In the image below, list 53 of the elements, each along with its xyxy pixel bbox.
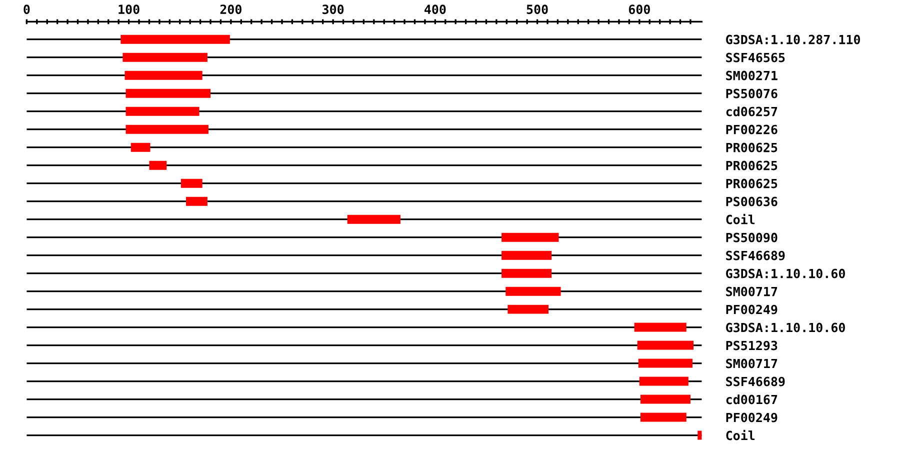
- x-tick-label: 400: [424, 4, 446, 14]
- bar: [122, 52, 208, 62]
- y-tick-label: PR00625: [726, 178, 778, 188]
- y-tick-label: Coil: [726, 214, 755, 224]
- bar: [637, 340, 694, 350]
- y-tick-label: PR00625: [726, 160, 778, 170]
- x-tick-label: 200: [220, 4, 242, 14]
- y-tick-label: PF00226: [726, 124, 778, 134]
- y-tick-label: SM00717: [726, 286, 778, 296]
- y-tick-label: PF00249: [726, 304, 778, 314]
- bar: [506, 286, 561, 296]
- y-tick-label: cd00167: [726, 394, 778, 404]
- bar: [130, 142, 150, 152]
- x-tick-label: 100: [118, 4, 140, 14]
- y-tick-label: PR00625: [726, 142, 778, 152]
- bar: [126, 106, 200, 116]
- y-tick-label: PF00249: [726, 412, 778, 422]
- bar: [634, 322, 686, 332]
- y-tick-label: G3DSA:1.10.287.110: [726, 34, 860, 44]
- bar: [502, 268, 552, 278]
- y-tick-label: SSF46565: [726, 52, 785, 62]
- y-tick-label: PS51293: [726, 340, 778, 350]
- bar: [698, 430, 702, 440]
- y-tick-label: SM00717: [726, 358, 778, 368]
- bar: [502, 232, 559, 242]
- x-tick-label: 300: [322, 4, 344, 14]
- y-tick-label: Coil: [726, 430, 755, 440]
- y-tick-label: SSF46689: [726, 250, 785, 260]
- bar: [639, 376, 688, 386]
- bar: [186, 196, 208, 206]
- y-tick-label: SM00271: [726, 70, 778, 80]
- bar: [502, 250, 552, 260]
- bar: [126, 88, 211, 98]
- bar: [347, 214, 400, 224]
- bar: [640, 412, 686, 422]
- bar: [180, 178, 202, 188]
- bar: [149, 160, 167, 170]
- y-tick-label: PS50076: [726, 88, 778, 98]
- y-tick-label: PS50090: [726, 232, 778, 242]
- bar: [124, 70, 202, 80]
- bar: [126, 124, 208, 134]
- y-tick-label: G3DSA:1.10.10.60: [726, 322, 845, 332]
- x-tick-label: 600: [628, 4, 650, 14]
- bar: [120, 34, 230, 44]
- x-tick-label: 500: [526, 4, 548, 14]
- x-tick-label: 0: [24, 4, 30, 14]
- y-tick-label: cd06257: [726, 106, 778, 116]
- bar: [508, 304, 549, 314]
- bar: [638, 358, 693, 368]
- bar: [640, 394, 690, 404]
- y-tick-label: G3DSA:1.10.10.60: [726, 268, 845, 278]
- y-tick-label: SSF46689: [726, 376, 785, 386]
- y-tick-label: PS00636: [726, 196, 778, 206]
